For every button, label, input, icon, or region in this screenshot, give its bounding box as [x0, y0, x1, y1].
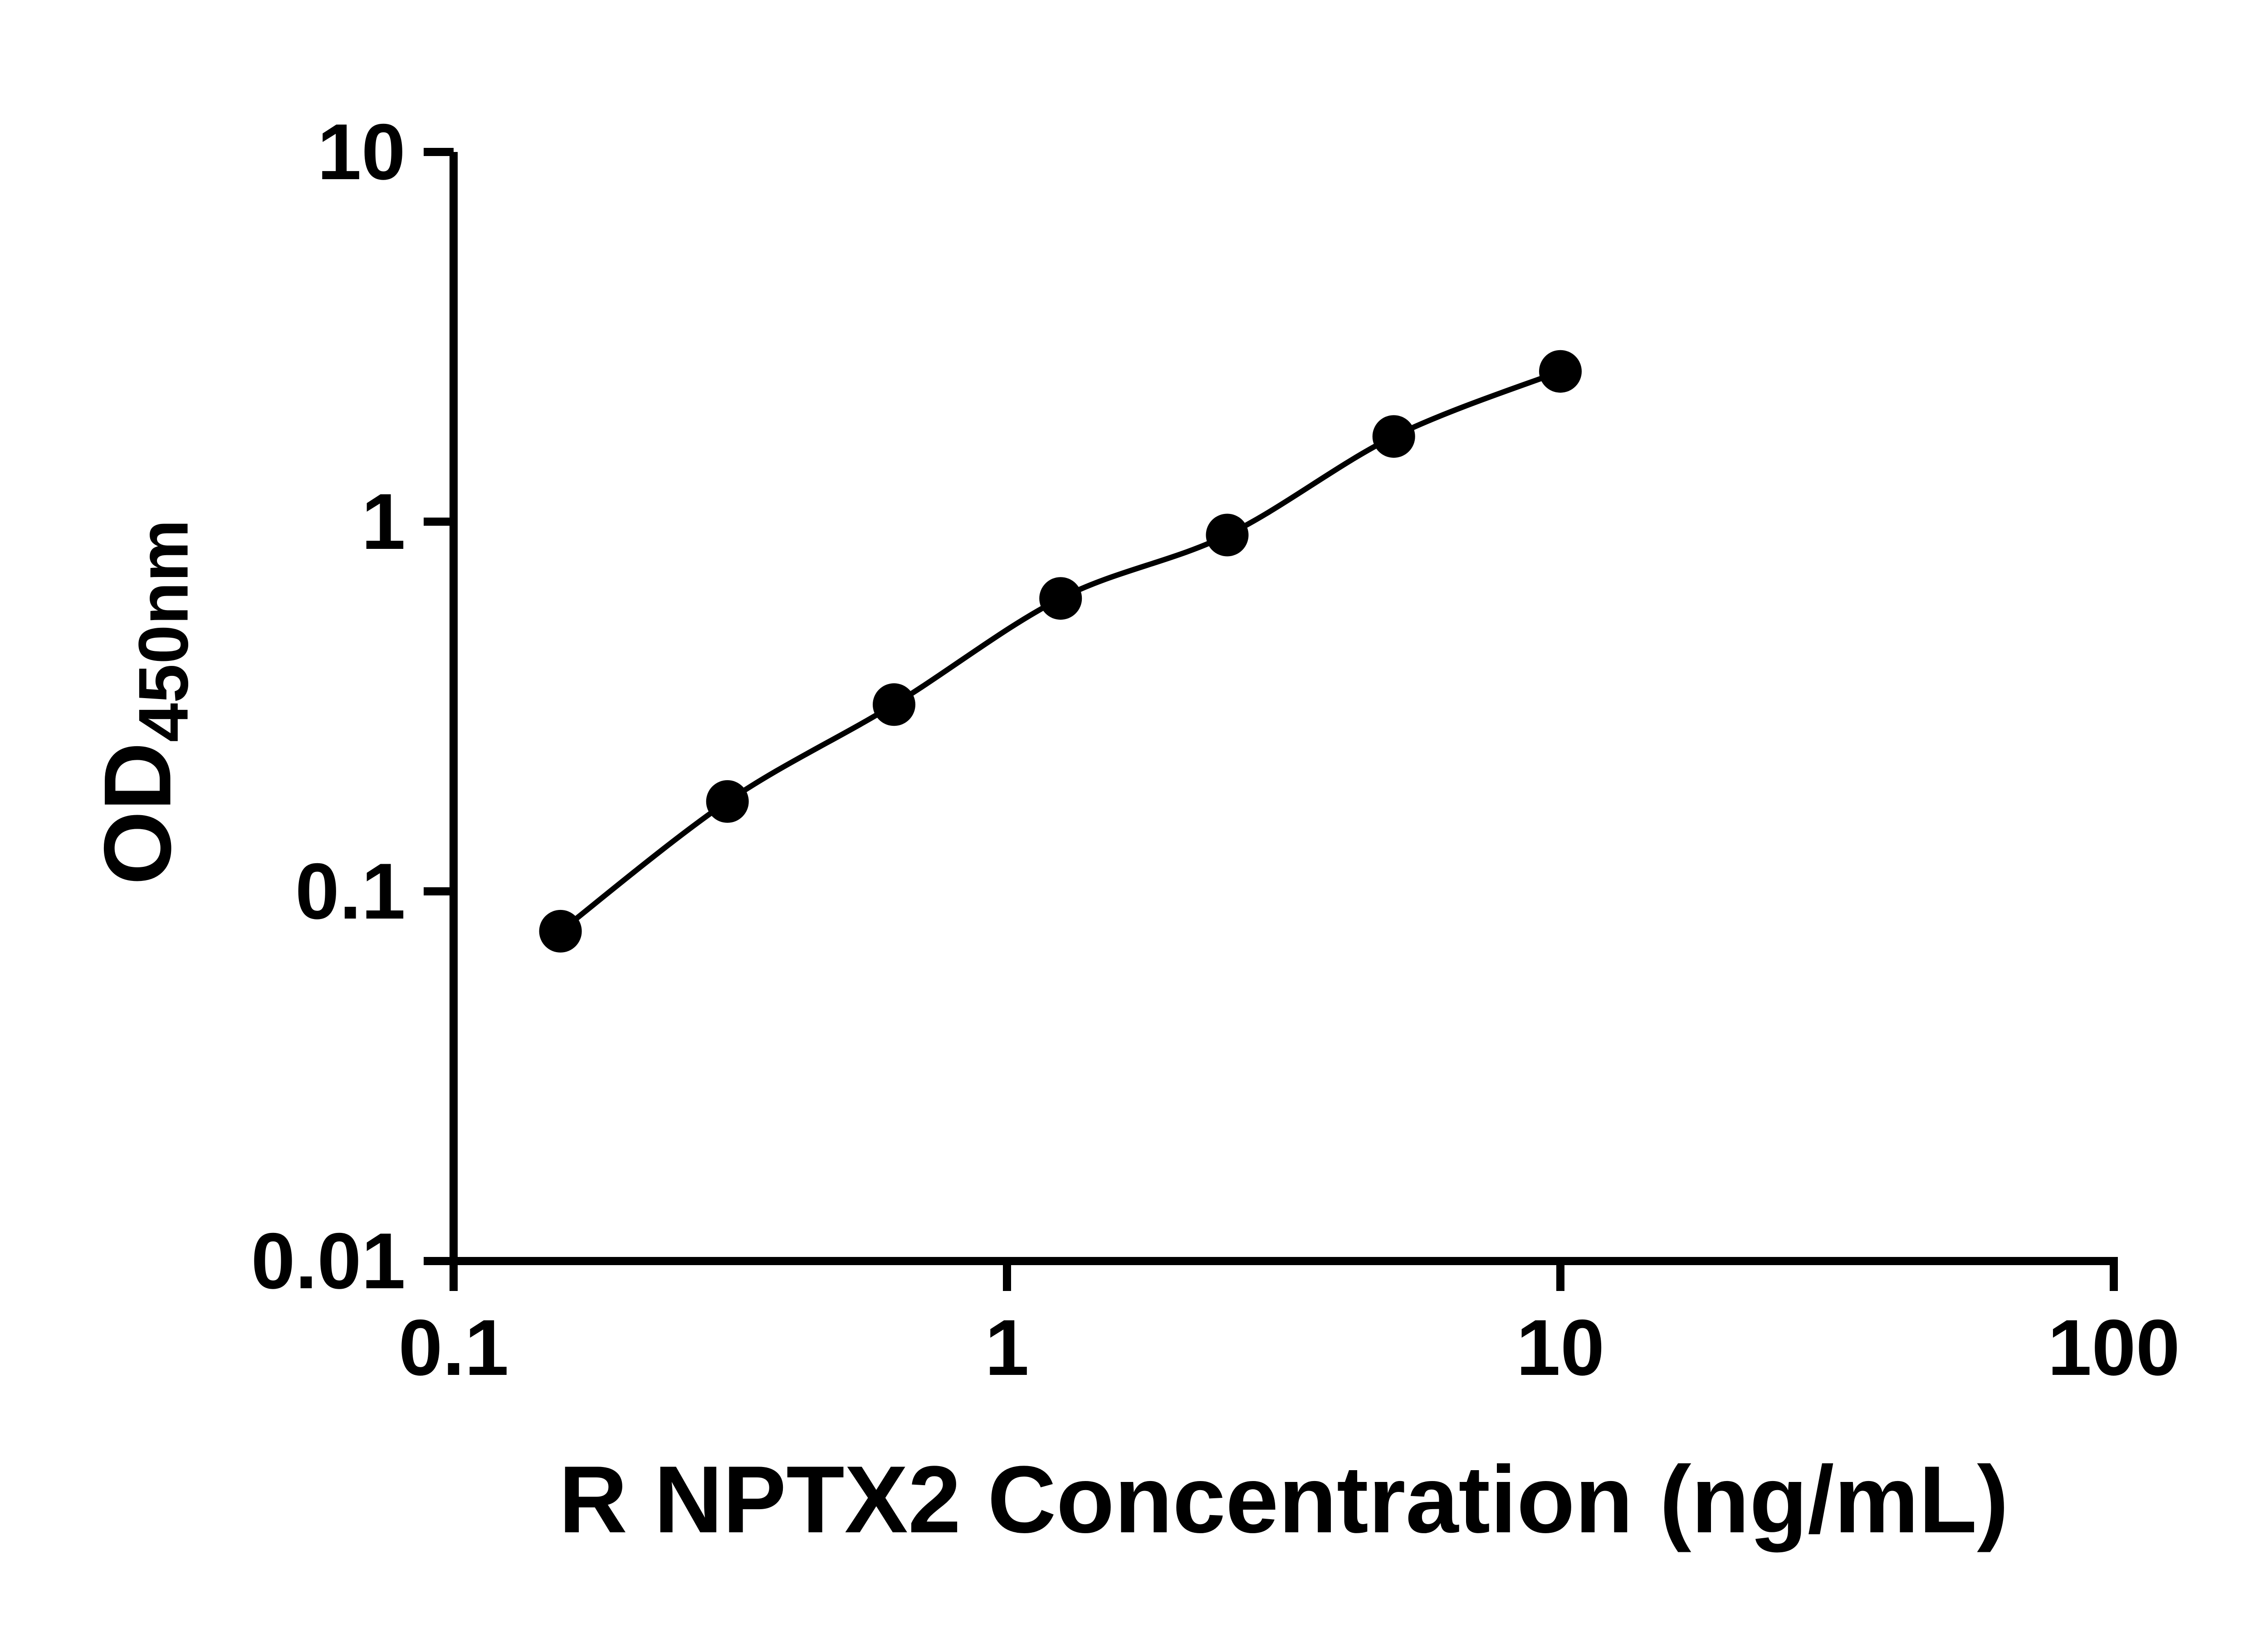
x-tick-label: 100 — [2048, 1304, 2180, 1392]
y-tick-label: 10 — [317, 108, 406, 196]
y-axis-title: OD450nm — [83, 519, 204, 885]
x-tick-label: 0.1 — [398, 1304, 508, 1392]
data-point — [873, 683, 915, 726]
data-point — [1372, 415, 1415, 458]
data-point — [1206, 513, 1249, 557]
x-tick-label: 10 — [1516, 1304, 1605, 1392]
x-tick-label: 1 — [985, 1304, 1029, 1392]
data-point — [1039, 577, 1082, 620]
data-point — [706, 780, 749, 823]
data-point — [539, 909, 582, 953]
y-tick-label: 0.1 — [295, 847, 406, 936]
data-point — [1539, 350, 1582, 393]
y-axis-title-main: OD — [84, 742, 191, 885]
y-tick-label: 0.01 — [251, 1217, 406, 1305]
fit-curve — [557, 368, 1563, 934]
x-axis-title: R NPTX2 Concentration (ng/mL) — [558, 1446, 2009, 1553]
y-tick-label: 1 — [362, 478, 406, 566]
y-axis-title-subscript: 450nm — [124, 519, 203, 743]
